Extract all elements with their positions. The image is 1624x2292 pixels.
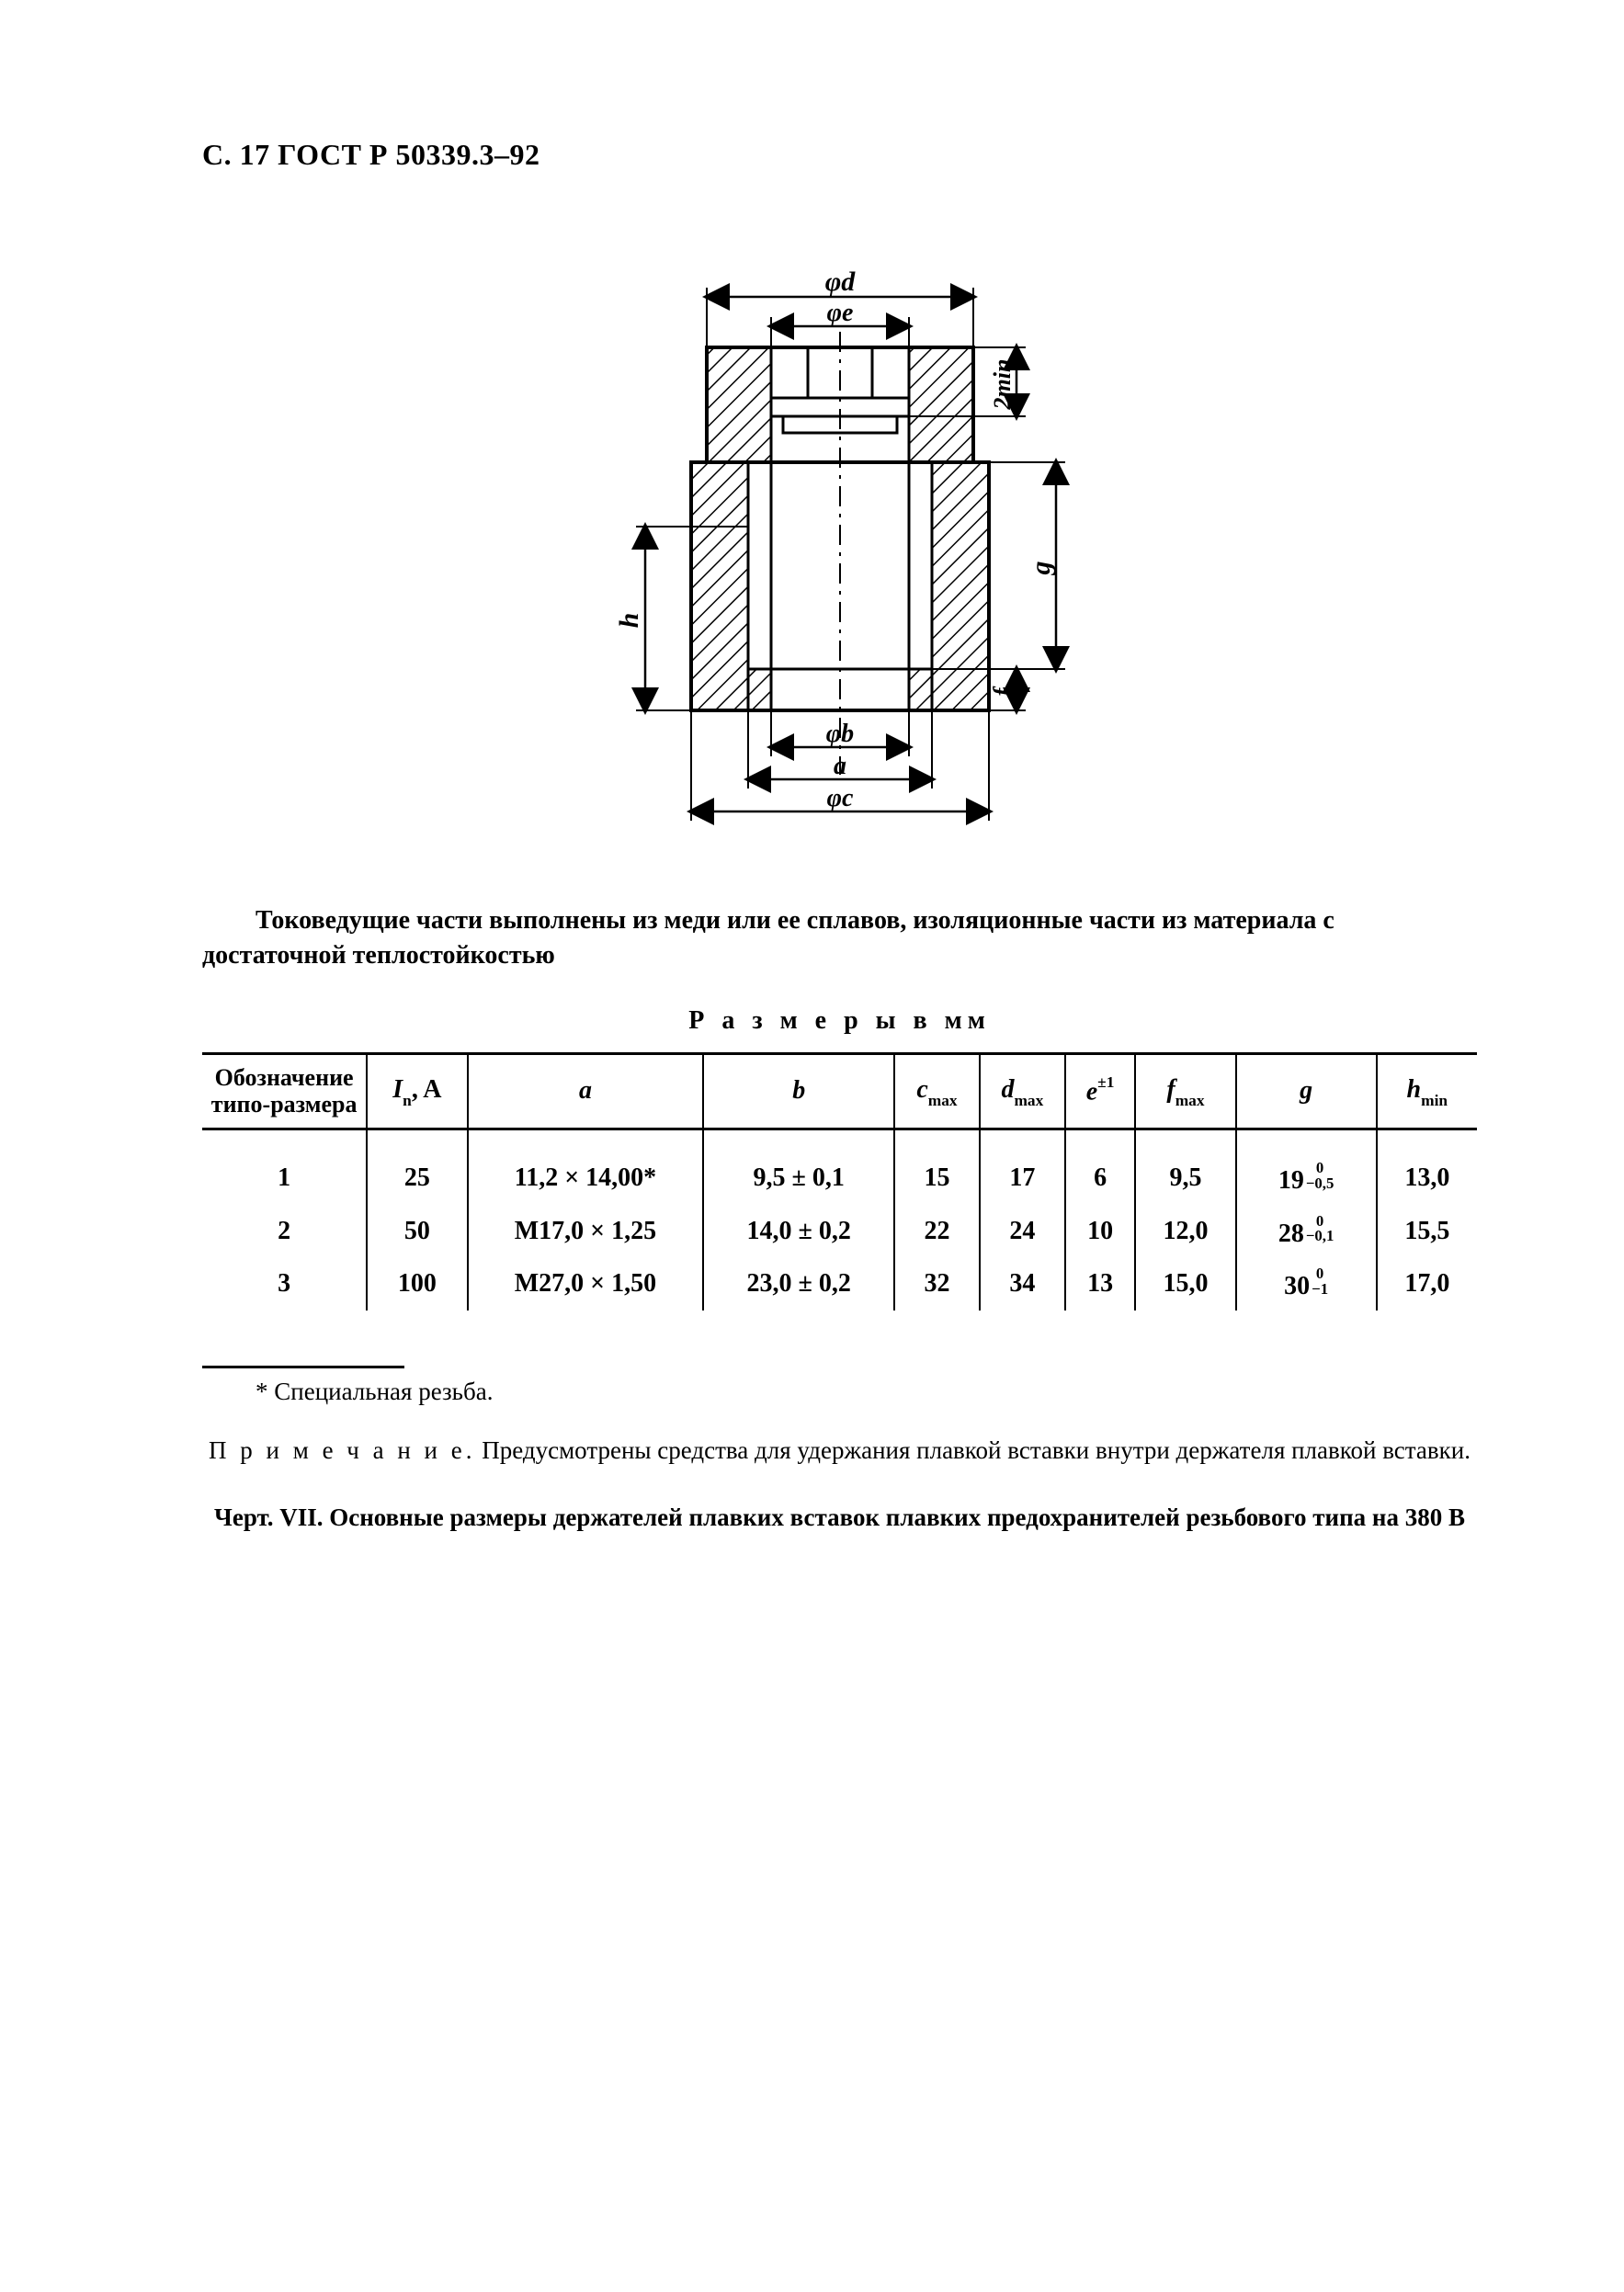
cell-hmin: 15,5 — [1377, 1205, 1477, 1258]
cell-fmax: 15,0 — [1135, 1257, 1235, 1311]
cell-g: 190−0,5 — [1236, 1152, 1377, 1205]
cell-hmin: 13,0 — [1377, 1152, 1477, 1205]
page: С. 17 ГОСТ Р 50339.3–92 — [0, 0, 1624, 2292]
table-row: 2 50 M17,0 × 1,25 14,0 ± 0,2 22 24 10 12… — [202, 1205, 1477, 1258]
dim-2min: 2min — [989, 359, 1016, 411]
cell-in: 50 — [367, 1205, 467, 1258]
cell-a: M27,0 × 1,50 — [468, 1257, 704, 1311]
dim-phi-e: φe — [826, 299, 853, 327]
dim-phi-d: φd — [824, 267, 856, 297]
col-size: Обозначение типо-размера — [208, 1064, 360, 1119]
engineering-diagram: φd φe 2min g f h — [546, 260, 1134, 848]
cell-fmax: 12,0 — [1135, 1205, 1235, 1258]
page-header: С. 17 ГОСТ Р 50339.3–92 — [202, 138, 1477, 172]
cell-size: 2 — [202, 1205, 367, 1258]
dim-f: f — [989, 686, 1016, 696]
footnote-rule — [202, 1366, 404, 1368]
table-caption: Р а з м е р ы в мм — [202, 1006, 1477, 1036]
dimensions-table: Обозначение типо-размера In, A a b cmax … — [202, 1052, 1477, 1311]
cell-b: 23,0 ± 0,2 — [703, 1257, 894, 1311]
cell-cmax: 15 — [894, 1152, 980, 1205]
cell-size: 3 — [202, 1257, 367, 1311]
cell-dmax: 34 — [980, 1257, 1065, 1311]
dim-phi-c: φc — [826, 784, 853, 812]
table-row: 3 100 M27,0 × 1,50 23,0 ± 0,2 32 34 13 1… — [202, 1257, 1477, 1311]
cell-dmax: 17 — [980, 1152, 1065, 1205]
cell-b: 14,0 ± 0,2 — [703, 1205, 894, 1258]
figure-caption: Черт. VII. Основные размеры держателей п… — [202, 1501, 1477, 1534]
cell-e: 13 — [1065, 1257, 1136, 1311]
cell-dmax: 24 — [980, 1205, 1065, 1258]
cell-fmax: 9,5 — [1135, 1152, 1235, 1205]
diagram-container: φd φe 2min g f h — [202, 260, 1477, 848]
cell-e: 10 — [1065, 1205, 1136, 1258]
note: П р и м е ч а н и е. Предусмотрены средс… — [202, 1434, 1477, 1467]
footnote: * Специальная резьба. — [256, 1378, 1477, 1406]
cell-e: 6 — [1065, 1152, 1136, 1205]
dim-h: h — [614, 613, 644, 629]
cell-size: 1 — [202, 1152, 367, 1205]
cell-a: 11,2 × 14,00* — [468, 1152, 704, 1205]
dim-a: a — [834, 752, 846, 780]
material-paragraph: Токоведущие части выполнены из меди или … — [202, 903, 1477, 973]
cell-in: 25 — [367, 1152, 467, 1205]
cell-g: 300−1 — [1236, 1257, 1377, 1311]
dim-phi-b: φb — [825, 720, 853, 748]
cell-a: M17,0 × 1,25 — [468, 1205, 704, 1258]
cell-hmin: 17,0 — [1377, 1257, 1477, 1311]
cell-cmax: 22 — [894, 1205, 980, 1258]
cell-b: 9,5 ± 0,1 — [703, 1152, 894, 1205]
table-header-row: Обозначение типо-размера In, A a b cmax … — [202, 1053, 1477, 1129]
cell-g: 280−0,1 — [1236, 1205, 1377, 1258]
cell-cmax: 32 — [894, 1257, 980, 1311]
cell-in: 100 — [367, 1257, 467, 1311]
note-prefix: П р и м е ч а н и е. — [209, 1436, 475, 1464]
note-body: Предусмотрены средства для удержания пла… — [476, 1436, 1471, 1464]
table-row: 1 25 11,2 × 14,00* 9,5 ± 0,1 15 17 6 9,5… — [202, 1152, 1477, 1205]
dim-g: g — [1026, 562, 1056, 576]
